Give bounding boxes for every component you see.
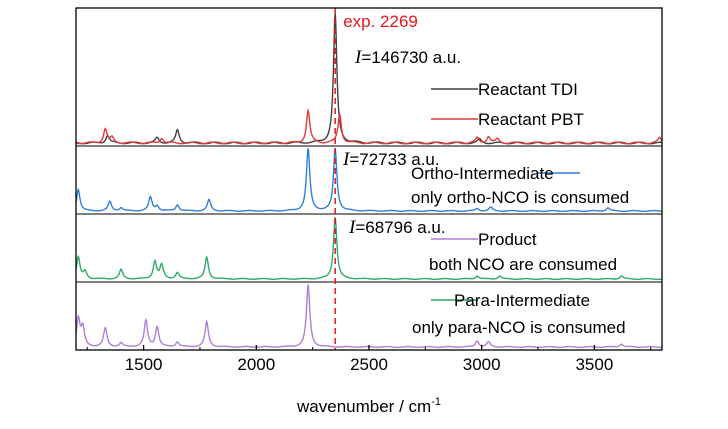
x-axis-label: wavenumber / cm-1 <box>296 396 441 416</box>
legend-label-para-intermediate-1: only para-NCO is consumed <box>412 318 626 337</box>
legend-label-reactant-tdi-0: Reactant TDI <box>478 80 578 99</box>
intensity-annotation-0: I=146730 a.u. <box>354 47 461 68</box>
annotations-layer: I=146730 a.u. I=72733 a.u. I=68796 a.u. <box>342 47 461 238</box>
intensity-annotation-1: I=72733 a.u. <box>342 149 440 170</box>
legend-label-para-intermediate-0: Para-Intermediate <box>454 291 590 310</box>
x-axis-label-text: wavenumber / cm <box>296 397 431 416</box>
legend-label-product-0: Product <box>478 230 537 249</box>
series-line-ortho-intermediate <box>75 148 662 213</box>
x-axis-ticks: 1500 2000 2500 3000 3500 <box>86 345 652 374</box>
legend-label-ortho-intermediate-0: Ortho-Intermediate <box>411 164 554 183</box>
reference-line-label: exp. 2269 <box>343 12 418 31</box>
x-tick-label-2000: 2000 <box>237 355 275 374</box>
legend-layer: Reactant TDI Reactant PBT Ortho-Intermedia… <box>411 80 629 337</box>
panel-dividers <box>76 145 662 283</box>
x-tick-label-3000: 3000 <box>463 355 501 374</box>
reference-line-layer: exp. 2269 <box>334 8 418 350</box>
legend-label-ortho-intermediate-1: only ortho-NCO is consumed <box>411 188 629 207</box>
intensity-annotation-2: I=68796 a.u. <box>348 217 446 238</box>
series-line-reactant-pbt <box>75 108 663 145</box>
x-tick-label-3500: 3500 <box>575 355 613 374</box>
x-tick-label-2500: 2500 <box>350 355 388 374</box>
x-tick-label-1500: 1500 <box>125 355 163 374</box>
legend-label-reactant-pbt-0: Reactant PBT <box>478 110 584 129</box>
series-line-para-intermediate <box>75 217 662 281</box>
x-axis-label-superscript: -1 <box>431 396 441 408</box>
legend-label-product-1: both NCO are consumed <box>429 255 617 274</box>
